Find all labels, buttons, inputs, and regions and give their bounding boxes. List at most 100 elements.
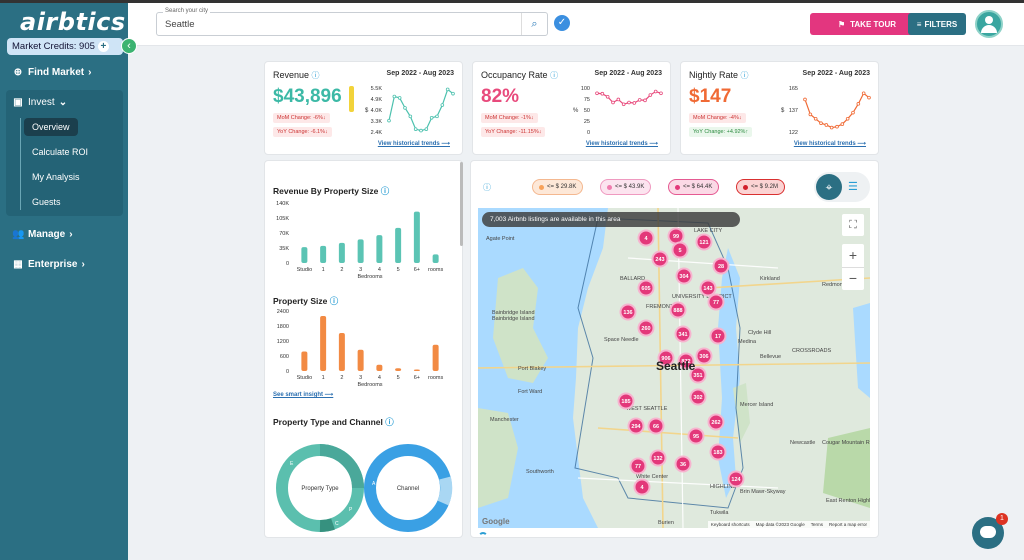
- bar[interactable]: [357, 239, 364, 263]
- info-icon[interactable]: ⓘ: [311, 71, 320, 80]
- listing-cluster[interactable]: 143: [699, 279, 717, 297]
- listing-cluster[interactable]: 121: [695, 233, 713, 251]
- info-icon[interactable]: ⓘ: [483, 183, 491, 192]
- listing-cluster[interactable]: 888: [669, 301, 687, 319]
- trend-point: [861, 91, 866, 96]
- plus-icon[interactable]: +: [97, 41, 109, 52]
- list-icon[interactable]: ☰: [848, 181, 858, 193]
- legend-pill-4[interactable]: <= $ 9.2M: [736, 179, 786, 195]
- view-trends-link[interactable]: View historical trends ⟶: [793, 141, 866, 147]
- info-icon[interactable]: ⓘ: [550, 71, 559, 80]
- listing-cluster[interactable]: 304: [675, 267, 693, 285]
- listing-cluster[interactable]: 77: [707, 293, 725, 311]
- listing-cluster[interactable]: 66: [647, 417, 665, 435]
- nav-enterprise[interactable]: ▦ Enterprise ›: [12, 259, 85, 270]
- filters-button[interactable]: ≡ FILTERS: [908, 13, 966, 35]
- view-trends-link[interactable]: View historical trends ⟶: [377, 141, 450, 147]
- bar[interactable]: [432, 254, 439, 263]
- listing-cluster[interactable]: 17: [709, 327, 727, 345]
- listing-clusters[interactable]: 4 99 121 5 243 28 304 605 143 888 77 136 260 341 17 906…: [617, 227, 745, 496]
- terms-link[interactable]: Terms: [810, 522, 823, 527]
- panel-scrollbar[interactable]: [460, 162, 463, 246]
- user-avatar[interactable]: [975, 10, 1003, 38]
- trend-point: [808, 112, 813, 117]
- nav-invest[interactable]: ▣ Invest ⌄: [12, 97, 67, 108]
- bar[interactable]: [395, 368, 402, 371]
- zoom-in-button[interactable]: +: [848, 247, 858, 263]
- listings-map[interactable]: Agate Point Bainbridge Island Bainbridge I…: [478, 208, 870, 528]
- view-trends-link[interactable]: View historical trends ⟶: [585, 141, 658, 147]
- bar[interactable]: [338, 333, 345, 371]
- listing-cluster[interactable]: 28: [712, 257, 730, 275]
- bar[interactable]: [376, 235, 383, 263]
- zoom-out-button[interactable]: −: [842, 267, 864, 290]
- fullscreen-icon[interactable]: ⛶: [842, 214, 864, 236]
- report-error-link[interactable]: Report a map error: [828, 522, 867, 527]
- nav-guests[interactable]: Guests: [32, 197, 61, 207]
- search-input[interactable]: Seattle: [165, 19, 195, 30]
- search-icon[interactable]: ⌕: [521, 13, 547, 35]
- map-pin-icon[interactable]: ⌖: [816, 174, 842, 200]
- bar[interactable]: [432, 344, 439, 371]
- listing-cluster[interactable]: 260: [637, 319, 655, 337]
- bar[interactable]: [413, 369, 420, 372]
- listing-cluster[interactable]: 95: [687, 427, 705, 445]
- chat-button[interactable]: 1: [972, 513, 1008, 549]
- keyboard-shortcuts-link[interactable]: Keyboard shortcuts: [710, 522, 750, 527]
- listing-cluster[interactable]: 872: [677, 352, 695, 370]
- info-icon[interactable]: ⓘ: [740, 71, 749, 80]
- listing-cluster[interactable]: 341: [674, 325, 692, 343]
- nav-my-analysis[interactable]: My Analysis: [32, 172, 80, 182]
- bar[interactable]: [413, 211, 420, 263]
- revenue-value: $43,896: [273, 86, 342, 107]
- listing-cluster[interactable]: 136: [619, 303, 637, 321]
- info-icon[interactable]: ⓘ: [385, 417, 394, 427]
- legend-pill-1[interactable]: <= $ 29.8K: [532, 179, 584, 195]
- bar[interactable]: [301, 351, 308, 372]
- listing-cluster[interactable]: 306: [695, 347, 713, 365]
- airbtics-logo[interactable]: airbtics: [20, 8, 126, 36]
- trend-point: [824, 123, 829, 127]
- nav-manage[interactable]: 👥 Manage ›: [12, 229, 73, 240]
- y-unit-label: $: [365, 108, 369, 114]
- listing-cluster[interactable]: 4: [637, 229, 655, 247]
- bar[interactable]: [357, 349, 364, 371]
- legend-pill-3[interactable]: <= $ 64.4K: [668, 179, 720, 195]
- listing-cluster[interactable]: 124: [727, 470, 745, 488]
- bar[interactable]: [301, 247, 308, 263]
- listing-cluster[interactable]: 294: [627, 417, 645, 435]
- nav-calculate-roi[interactable]: Calculate ROI: [32, 147, 89, 157]
- market-credits-badge[interactable]: Market Credits: 905 +: [7, 38, 123, 55]
- listing-cluster[interactable]: 36: [674, 455, 692, 473]
- legend-pill-2[interactable]: <= $ 43.9K: [600, 179, 652, 195]
- listing-cluster[interactable]: 185: [617, 392, 635, 410]
- bar[interactable]: [338, 242, 345, 263]
- collapse-sidebar-button[interactable]: ‹: [121, 38, 137, 54]
- listing-cluster[interactable]: 4: [633, 478, 651, 496]
- listing-cluster[interactable]: 132: [649, 449, 667, 467]
- nav-find-market[interactable]: ⊕ Find Market ›: [12, 67, 92, 78]
- x-tick-label: 4: [378, 375, 381, 381]
- bar[interactable]: [395, 227, 402, 263]
- listing-cluster[interactable]: 77: [629, 457, 647, 475]
- listing-cluster[interactable]: 99: [667, 227, 685, 245]
- bar[interactable]: [320, 245, 327, 263]
- info-icon[interactable]: ⓘ: [329, 296, 339, 306]
- listing-cluster[interactable]: 243: [651, 250, 669, 268]
- take-tour-button[interactable]: ⚑ TAKE TOUR: [810, 13, 924, 35]
- bar[interactable]: [320, 316, 327, 371]
- city-search-field[interactable]: Search your city Seattle ⌕: [156, 8, 548, 36]
- listing-cluster[interactable]: 262: [707, 413, 725, 431]
- bar[interactable]: [376, 364, 383, 371]
- place-label: CROSSROADS: [792, 348, 831, 354]
- info-icon[interactable]: ⓘ: [380, 186, 390, 196]
- listing-cluster[interactable]: 605: [637, 279, 655, 297]
- smart-insight-link[interactable]: See smart insight ⟶: [273, 392, 334, 398]
- listing-cluster[interactable]: 183: [709, 443, 727, 461]
- nav-overview[interactable]: Overview: [24, 118, 78, 136]
- listing-cluster[interactable]: 302: [689, 388, 707, 406]
- listing-cluster[interactable]: 5: [671, 241, 689, 259]
- listing-cluster[interactable]: 906: [657, 349, 675, 367]
- listing-cluster[interactable]: 351: [689, 366, 707, 384]
